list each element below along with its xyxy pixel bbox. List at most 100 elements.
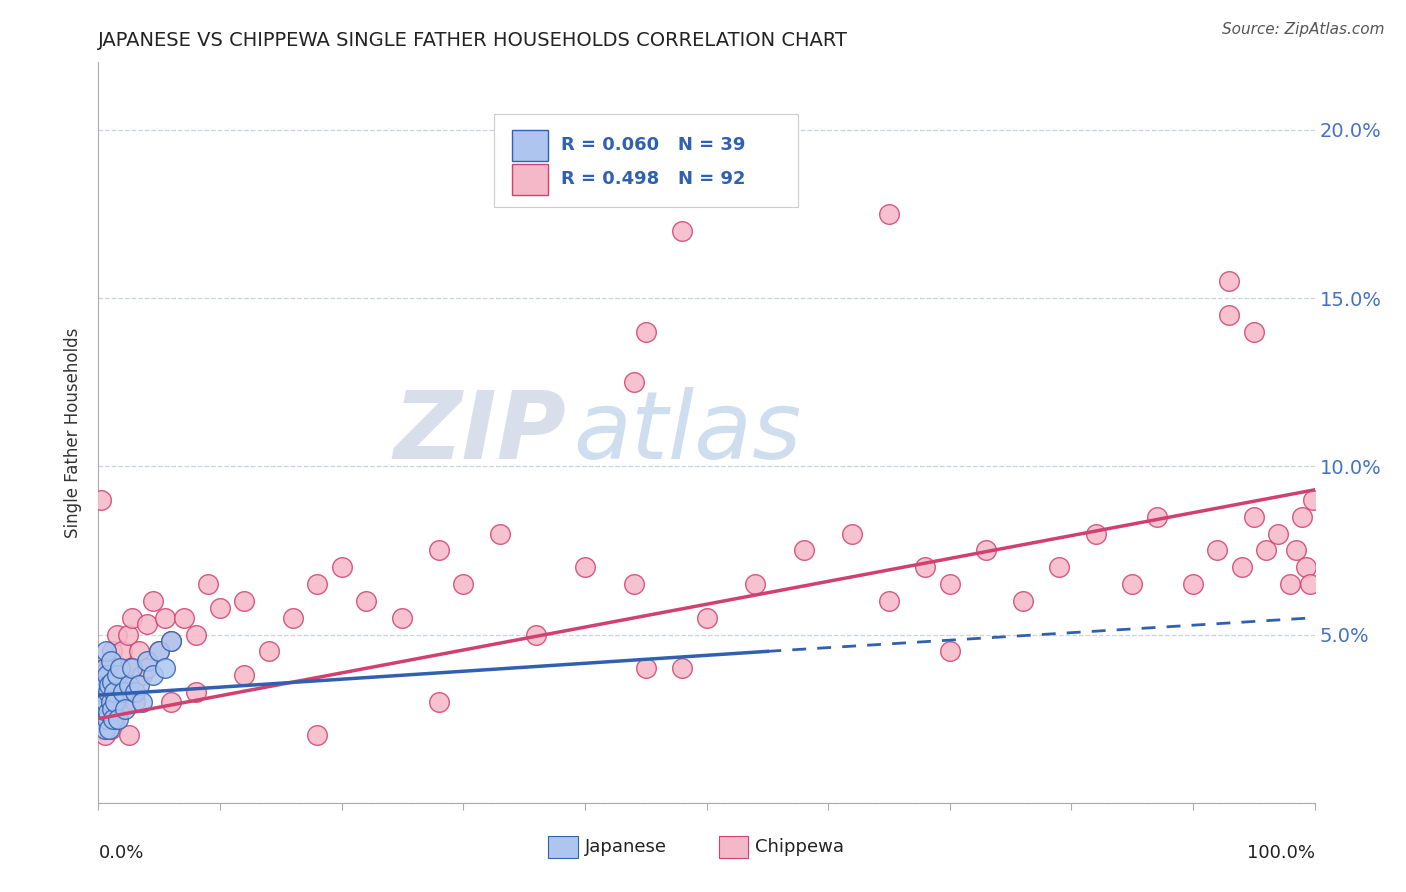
Point bbox=[1182, 577, 1205, 591]
Point bbox=[94, 695, 117, 709]
Point bbox=[94, 644, 117, 658]
Point bbox=[391, 610, 413, 624]
FancyBboxPatch shape bbox=[512, 164, 548, 194]
Point bbox=[939, 577, 962, 591]
Point bbox=[124, 695, 146, 709]
Y-axis label: Single Father Households: Single Father Households bbox=[65, 327, 83, 538]
Point bbox=[96, 712, 118, 726]
Point bbox=[574, 560, 596, 574]
Point bbox=[108, 661, 131, 675]
Point bbox=[91, 722, 114, 736]
Point bbox=[94, 668, 117, 682]
Point bbox=[131, 695, 153, 709]
Point bbox=[111, 685, 134, 699]
Point bbox=[128, 644, 150, 658]
Text: Japanese: Japanese bbox=[585, 838, 666, 856]
Point bbox=[1047, 560, 1070, 574]
Point bbox=[209, 600, 232, 615]
Point bbox=[1295, 560, 1317, 574]
Point bbox=[105, 668, 128, 682]
Point bbox=[354, 594, 377, 608]
Point bbox=[1243, 509, 1265, 524]
Point bbox=[1218, 274, 1240, 288]
Point bbox=[877, 207, 900, 221]
Point bbox=[101, 695, 124, 709]
Text: atlas: atlas bbox=[572, 387, 801, 478]
Point bbox=[97, 705, 120, 719]
Point bbox=[914, 560, 936, 574]
Text: 0.0%: 0.0% bbox=[98, 844, 143, 862]
Point bbox=[1243, 325, 1265, 339]
Point bbox=[453, 577, 475, 591]
Point bbox=[634, 661, 657, 675]
Point bbox=[93, 661, 115, 675]
Point bbox=[96, 685, 118, 699]
Point bbox=[1218, 308, 1240, 322]
Point bbox=[1206, 543, 1229, 558]
Point bbox=[744, 577, 766, 591]
Point bbox=[155, 661, 177, 675]
Point bbox=[841, 526, 863, 541]
Point bbox=[160, 695, 183, 709]
Point bbox=[97, 685, 120, 699]
Point bbox=[233, 668, 256, 682]
Point bbox=[307, 577, 329, 591]
Point bbox=[1267, 526, 1289, 541]
Point bbox=[1121, 577, 1143, 591]
Point bbox=[1084, 526, 1107, 541]
Point bbox=[90, 688, 112, 702]
Point bbox=[89, 695, 111, 709]
Point bbox=[233, 594, 256, 608]
Point bbox=[100, 678, 122, 692]
Point bbox=[94, 701, 117, 715]
FancyBboxPatch shape bbox=[494, 114, 797, 207]
Point bbox=[939, 644, 962, 658]
Point bbox=[121, 661, 143, 675]
Point bbox=[1254, 543, 1277, 558]
FancyBboxPatch shape bbox=[548, 836, 578, 858]
Point bbox=[1011, 594, 1033, 608]
Point bbox=[148, 644, 170, 658]
Point bbox=[1279, 577, 1302, 591]
Point bbox=[257, 644, 280, 658]
Point bbox=[93, 678, 115, 692]
Point bbox=[1291, 509, 1313, 524]
Point bbox=[93, 661, 115, 675]
Point bbox=[110, 701, 132, 715]
Point bbox=[623, 577, 645, 591]
Point bbox=[100, 722, 122, 736]
Point bbox=[671, 661, 693, 675]
Point bbox=[121, 610, 143, 624]
Point bbox=[671, 224, 693, 238]
Point bbox=[101, 712, 124, 726]
Point bbox=[105, 627, 128, 641]
Point bbox=[1230, 560, 1253, 574]
FancyBboxPatch shape bbox=[512, 129, 548, 161]
FancyBboxPatch shape bbox=[718, 836, 748, 858]
Point bbox=[197, 577, 219, 591]
Point bbox=[427, 695, 450, 709]
Point bbox=[114, 685, 136, 699]
Point bbox=[98, 705, 121, 719]
Point bbox=[160, 634, 183, 648]
Point bbox=[97, 661, 120, 675]
Point bbox=[114, 701, 136, 715]
Point bbox=[93, 729, 115, 743]
Point bbox=[1299, 577, 1322, 591]
Point bbox=[91, 685, 114, 699]
Point bbox=[107, 685, 129, 699]
Point bbox=[107, 712, 129, 726]
Point bbox=[98, 722, 121, 736]
Point bbox=[488, 526, 510, 541]
Point bbox=[91, 678, 114, 692]
Text: JAPANESE VS CHIPPEWA SINGLE FATHER HOUSEHOLDS CORRELATION CHART: JAPANESE VS CHIPPEWA SINGLE FATHER HOUSE… bbox=[98, 30, 848, 50]
Point bbox=[101, 644, 124, 658]
Point bbox=[110, 661, 132, 675]
Point bbox=[184, 685, 207, 699]
Point bbox=[136, 661, 159, 675]
Text: 100.0%: 100.0% bbox=[1247, 844, 1315, 862]
Point bbox=[91, 668, 114, 682]
Point bbox=[974, 543, 997, 558]
Point bbox=[89, 695, 111, 709]
Point bbox=[118, 678, 141, 692]
